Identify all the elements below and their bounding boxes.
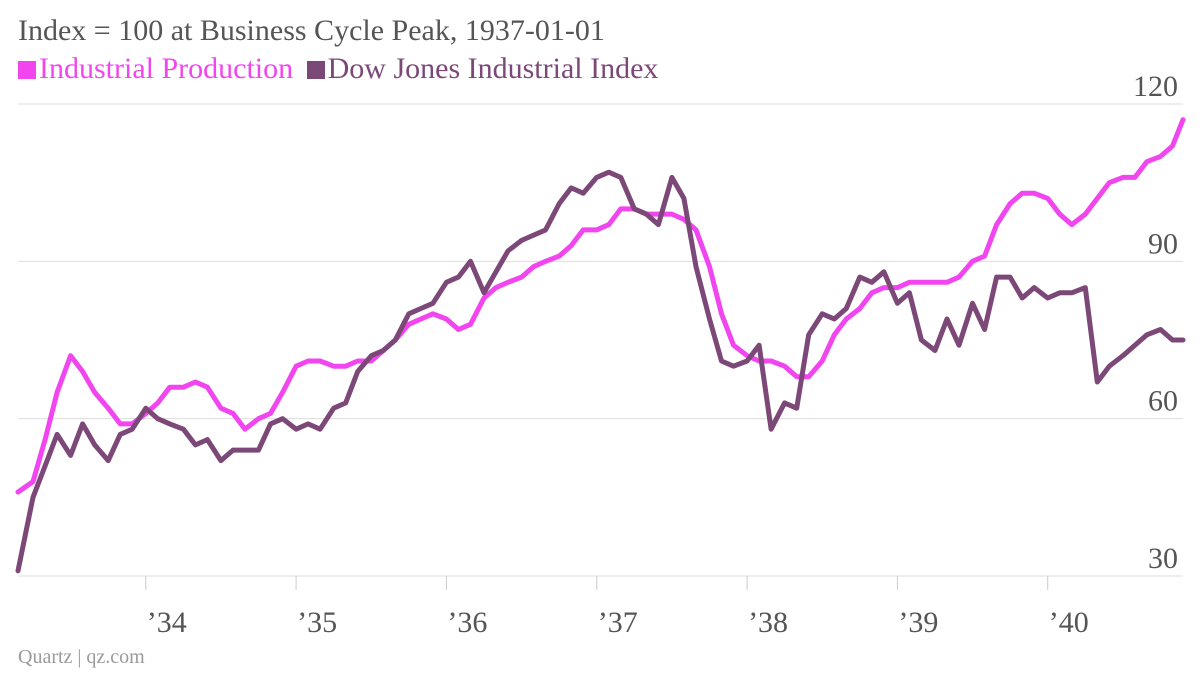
x-tick-label: ’37 xyxy=(598,606,638,639)
y-tick-label-60: 60 xyxy=(1148,385,1178,418)
series-line-dow-jones xyxy=(15,169,1186,574)
y-tick-label-90: 90 xyxy=(1148,227,1178,260)
legend-swatch-industrial-production xyxy=(18,61,36,79)
x-tick-label: ’40 xyxy=(1049,606,1089,639)
legend-item-industrial-production: Industrial Production xyxy=(18,52,293,86)
y-axis-tick-labels: 30 60 90 120 xyxy=(1133,70,1178,575)
grid-lines xyxy=(18,103,1183,577)
source-credit: Quartz | qz.com xyxy=(18,646,145,668)
legend-swatch-dow-jones xyxy=(306,61,325,79)
x-tick-label: ’35 xyxy=(297,606,337,639)
legend-item-dow-jones: Dow Jones Industrial Index xyxy=(306,52,659,86)
legend-label-dow-jones: Dow Jones Industrial Index xyxy=(327,52,659,85)
y-tick-label-30: 30 xyxy=(1148,542,1178,575)
x-tick-label: ’36 xyxy=(447,606,487,639)
legend-label-industrial-production: Industrial Production xyxy=(39,52,294,85)
chart-title: Index = 100 at Business Cycle Peak, 1937… xyxy=(18,14,605,47)
y-tick-label-120: 120 xyxy=(1133,70,1178,103)
series-lines xyxy=(15,117,1186,574)
x-tick-label: ’38 xyxy=(748,606,788,639)
x-tick-label: ’39 xyxy=(898,606,938,639)
series-line-industrial-production xyxy=(15,117,1186,495)
x-tick-label: ’34 xyxy=(147,606,187,639)
legend: Industrial Production Dow Jones Industri… xyxy=(18,52,664,86)
x-axis: ’34 ’35 ’36 ’37 ’38 ’39 ’40 xyxy=(145,576,1089,639)
